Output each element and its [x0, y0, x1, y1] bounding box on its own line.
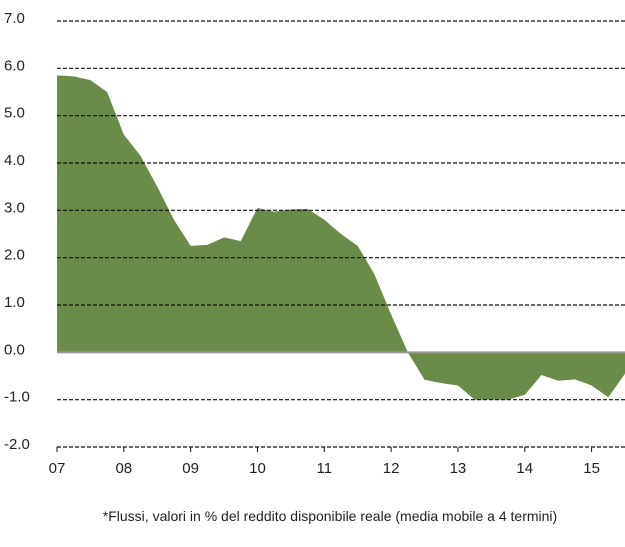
x-tick-label: 12 [383, 460, 400, 477]
x-tick-label: 10 [249, 460, 266, 477]
y-tick-label: 4.0 [4, 152, 25, 169]
y-tick-label: -1.0 [4, 389, 30, 406]
y-tick-label: 6.0 [4, 57, 25, 74]
chart: 7.0 6.0 5.0 4.0 3.0 2.0 1.0 0.0 -1.0 -2.0 07 08 09 10… [4, 10, 625, 477]
y-tick-label: -2.0 [4, 436, 30, 453]
x-tick-label: 14 [516, 460, 533, 477]
footnote: *Flussi, valori in % del reddito disponi… [102, 508, 558, 524]
x-tick-label: 08 [115, 460, 132, 477]
y-tick-label: 1.0 [4, 294, 25, 311]
y-tick-label: 5.0 [4, 105, 25, 122]
y-tick-label: 7.0 [4, 10, 25, 27]
area [57, 75, 625, 400]
x-tick-label: 13 [450, 460, 467, 477]
y-tick-label: 0.0 [4, 341, 25, 358]
x-tick-label: 11 [317, 460, 333, 477]
x-tick-label: 09 [182, 460, 199, 477]
y-tick-label: 2.0 [4, 247, 25, 264]
x-tick-label: 15 [583, 460, 600, 477]
y-tick-label: 3.0 [4, 199, 25, 216]
x-tick-label: 07 [49, 460, 66, 477]
